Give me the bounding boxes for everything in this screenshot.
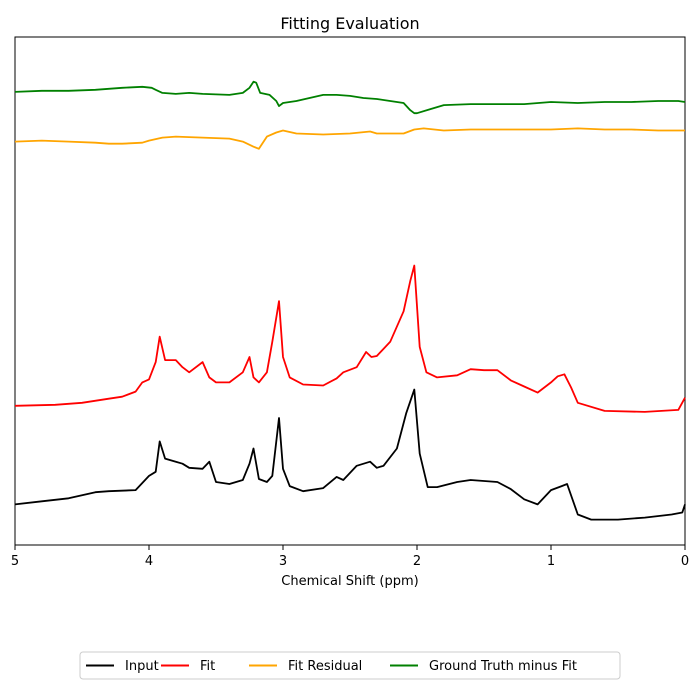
x-tick-label: 2 — [413, 554, 421, 569]
x-axis: 5 4 3 2 1 0 — [11, 545, 689, 569]
x-tick-label: 1 — [547, 554, 555, 569]
x-tick-label: 0 — [681, 554, 689, 569]
series-line-fit-residual — [14, 127, 685, 150]
legend: Input Fit Fit Residual Ground Truth minus F… — [79, 651, 621, 680]
x-axis-label: Chemical Shift (ppm) — [281, 574, 418, 589]
legend-label-ground-truth-minus-fit: Ground Truth minus Fit — [429, 659, 577, 674]
series-line-ground-truth-minus-fit — [14, 80, 686, 115]
legend-label-input: Input — [125, 659, 159, 674]
legend-label-fit-residual: Fit Residual — [288, 659, 362, 674]
x-tick-label: 5 — [11, 554, 19, 569]
x-tick-label: 3 — [279, 554, 287, 569]
chart-title: Fitting Evaluation — [280, 14, 419, 33]
plot-frame — [14, 36, 686, 546]
series-lines — [14, 80, 686, 521]
legend-label-fit: Fit — [200, 659, 215, 674]
series-line-fit — [14, 264, 686, 413]
series-line-input — [14, 388, 686, 521]
x-tick-label: 4 — [145, 554, 153, 569]
legend-frame — [79, 651, 621, 680]
